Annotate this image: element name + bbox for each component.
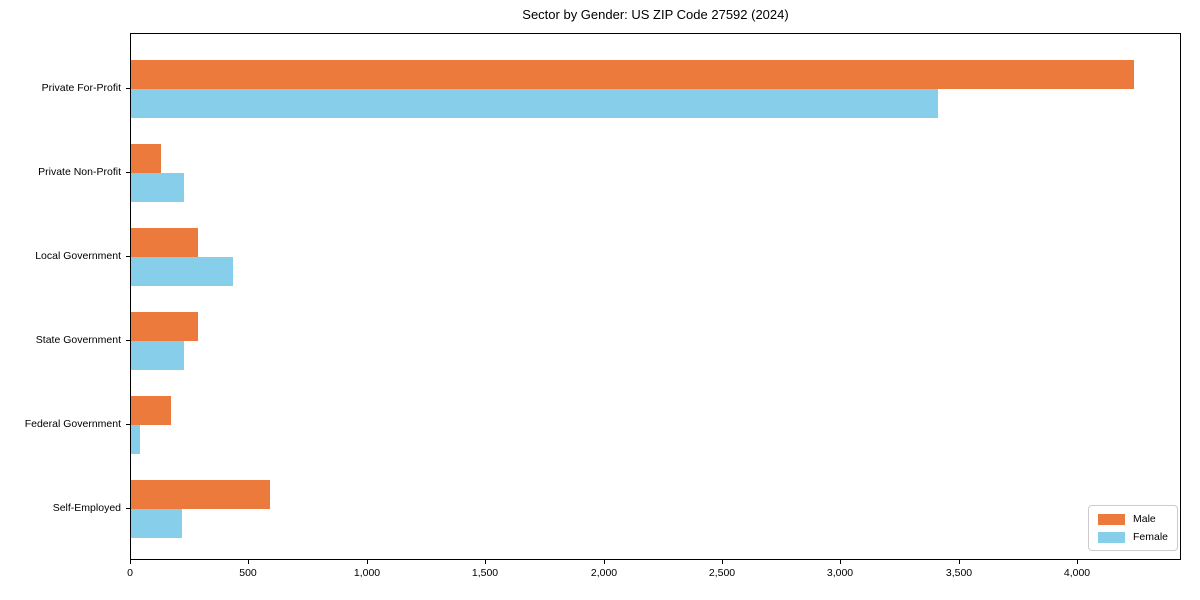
- x-tick-2000: [604, 560, 605, 564]
- x-tick-3500: [959, 560, 960, 564]
- bar-male-private-non-profit: [131, 144, 161, 173]
- bar-male-federal-government: [131, 396, 171, 425]
- x-axis-label-1000: 1,000: [353, 567, 381, 579]
- chart-title: Sector by Gender: US ZIP Code 27592 (202…: [522, 7, 789, 22]
- x-axis-label-1500: 1,500: [471, 567, 499, 579]
- x-axis-label-0: 0: [127, 567, 133, 579]
- x-axis-label-3000: 3,000: [826, 567, 854, 579]
- y-axis-label-state-government: State Government: [35, 334, 121, 346]
- bar-female-federal-government: [131, 425, 140, 454]
- x-axis-label-3500: 3,500: [945, 567, 973, 579]
- plot-area: [130, 33, 1181, 560]
- x-tick-1500: [485, 560, 486, 564]
- legend-label-male: Male: [1132, 513, 1156, 525]
- y-axis-label-private-non-profit: Private Non-Profit: [38, 166, 121, 178]
- y-tick-private-for-profit: [126, 88, 130, 89]
- y-tick-self-employed: [126, 508, 130, 509]
- y-axis-label-private-for-profit: Private For-Profit: [41, 82, 121, 94]
- y-axis-label-federal-government: Federal Government: [24, 418, 121, 430]
- bar-female-private-for-profit: [131, 89, 938, 118]
- bar-male-state-government: [131, 312, 198, 341]
- x-axis-label-4000: 4,000: [1063, 567, 1091, 579]
- y-tick-local-government: [126, 256, 130, 257]
- x-axis-label-2000: 2,000: [590, 567, 618, 579]
- x-tick-4000: [1077, 560, 1078, 564]
- bar-male-private-for-profit: [131, 60, 1134, 89]
- bar-female-self-employed: [131, 509, 182, 538]
- y-tick-private-non-profit: [126, 172, 130, 173]
- x-tick-1000: [367, 560, 368, 564]
- x-tick-500: [248, 560, 249, 564]
- y-axis-label-self-employed: Self-Employed: [52, 502, 121, 514]
- y-axis-label-local-government: Local Government: [35, 250, 121, 262]
- legend-label-female: Female: [1132, 531, 1168, 543]
- legend-item-female: Female: [1097, 531, 1168, 543]
- legend: Male Female: [1087, 505, 1178, 551]
- legend-item-male: Male: [1097, 513, 1168, 525]
- bar-male-local-government: [131, 228, 198, 257]
- bar-female-private-non-profit: [131, 173, 184, 202]
- x-axis-label-2500: 2,500: [708, 567, 736, 579]
- y-tick-state-government: [126, 340, 130, 341]
- bar-female-local-government: [131, 257, 233, 286]
- x-tick-0: [130, 560, 131, 564]
- x-tick-3000: [840, 560, 841, 564]
- legend-swatch-male: [1097, 513, 1125, 525]
- bar-male-self-employed: [131, 480, 270, 509]
- x-tick-2500: [722, 560, 723, 564]
- legend-swatch-female: [1097, 531, 1125, 543]
- bar-female-state-government: [131, 341, 184, 370]
- x-axis-label-500: 500: [239, 567, 257, 579]
- y-tick-federal-government: [126, 424, 130, 425]
